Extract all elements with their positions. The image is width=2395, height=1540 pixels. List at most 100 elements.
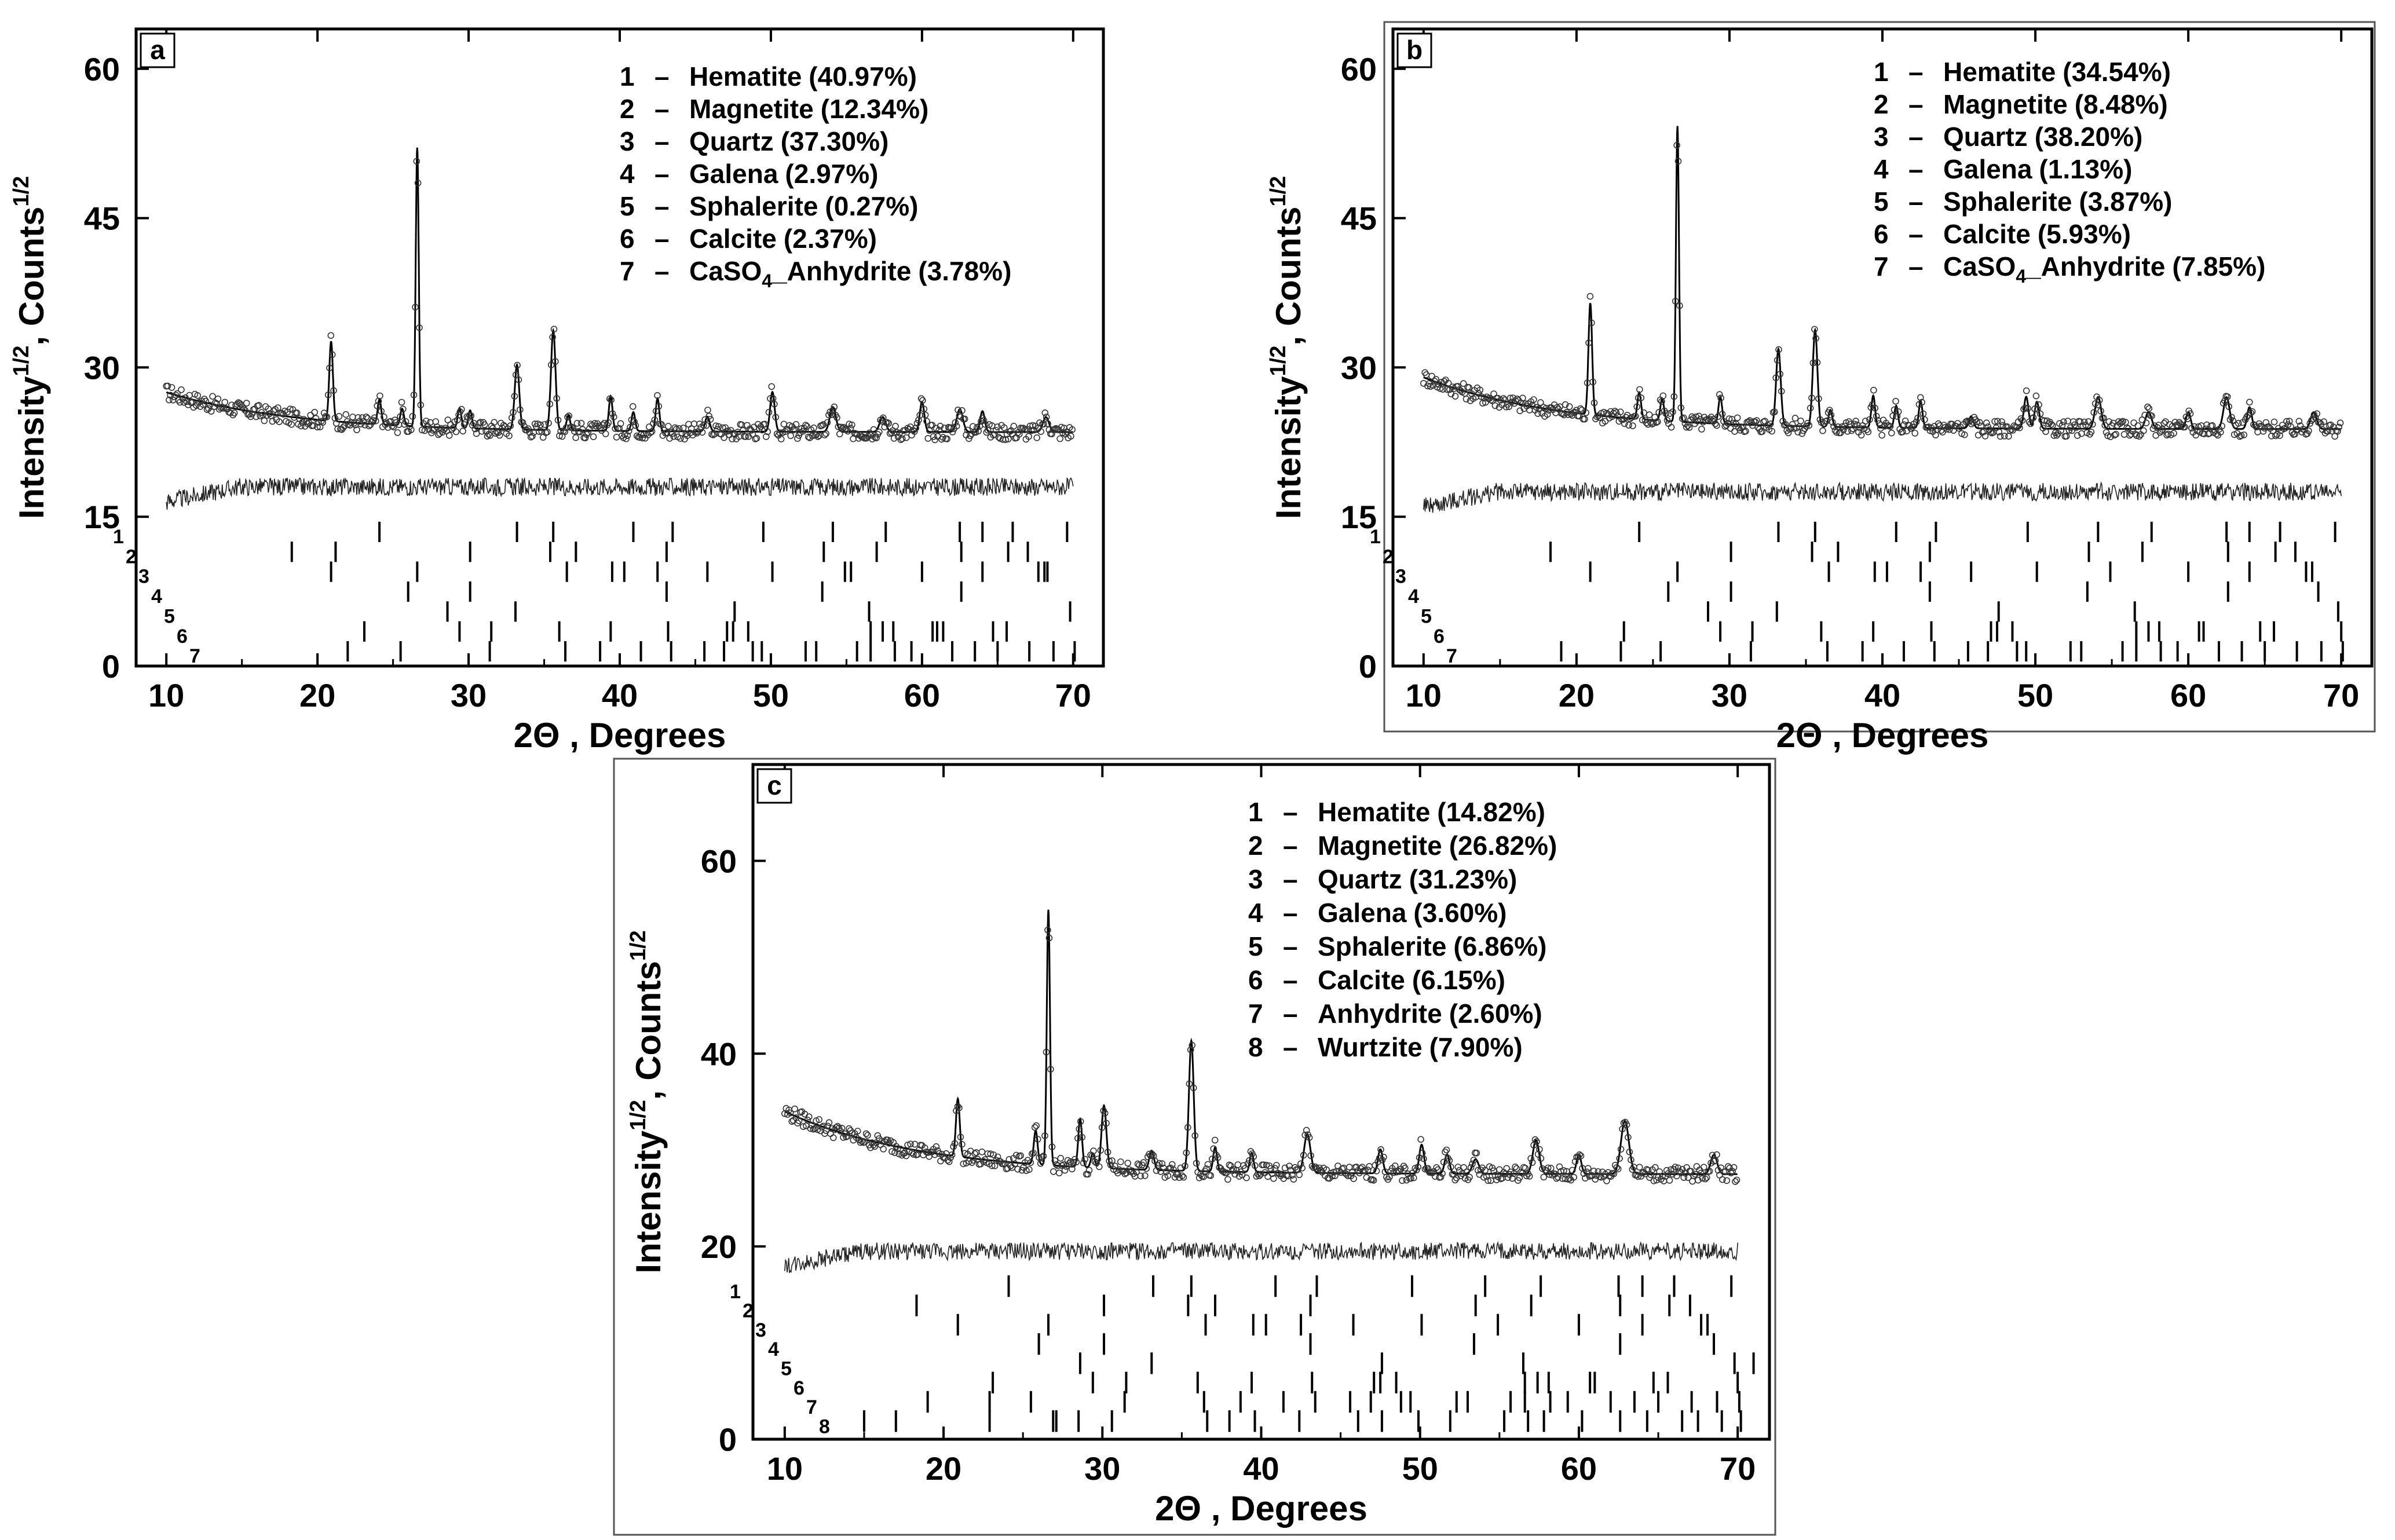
- observed-point: [1648, 420, 1656, 428]
- observed-point: [915, 416, 922, 424]
- x-axis-title: 2Θ , Degrees: [514, 716, 726, 755]
- observed-point: [541, 421, 548, 428]
- observed-point: [1669, 408, 1676, 415]
- observed-point: [1593, 413, 1601, 420]
- observed-point: [1827, 411, 1835, 419]
- observed-point: [1463, 1168, 1470, 1176]
- x-tick-label: 30: [451, 677, 487, 714]
- observed-point: [507, 422, 514, 429]
- observed-point: [2058, 422, 2066, 429]
- legend-percent: (6.86%): [1453, 931, 1546, 961]
- observed-point: [327, 332, 335, 339]
- phase-row-3: 3: [138, 561, 1049, 588]
- observed-point: [1688, 413, 1695, 420]
- observed-point: [1849, 425, 1857, 433]
- observed-point: [2272, 432, 2279, 440]
- observed-point: [2035, 401, 2042, 408]
- observed-point: [364, 415, 371, 422]
- observed-point: [712, 422, 719, 430]
- observed-point: [1323, 1166, 1330, 1173]
- phase-row-number: 5: [781, 1358, 792, 1380]
- observed-point: [1729, 1168, 1736, 1175]
- observed-point: [554, 416, 562, 424]
- observed-point: [1998, 418, 2005, 425]
- observed-point: [209, 393, 216, 400]
- legend-percent: (5.93%): [2038, 219, 2131, 249]
- observed-point: [1296, 1171, 1303, 1179]
- phase-row-number: 1: [113, 526, 124, 548]
- observed-point: [2310, 411, 2318, 418]
- observed-point: [2045, 420, 2052, 427]
- observed-point: [1637, 394, 1645, 401]
- observed-point: [1955, 425, 1963, 432]
- y-axis-title-sup2: 1/2: [9, 176, 34, 207]
- observed-point: [1570, 1173, 1577, 1181]
- observed-point: [1210, 1145, 1217, 1153]
- observed-point: [1577, 1153, 1585, 1159]
- observed-point: [1582, 409, 1589, 416]
- observed-point: [1010, 422, 1018, 430]
- panel-label-box: [140, 32, 175, 68]
- observed-point: [1005, 1156, 1013, 1163]
- observed-point: [1066, 1160, 1073, 1167]
- observed-point: [2063, 433, 2070, 440]
- observed-point: [1864, 428, 1872, 436]
- observed-point: [349, 414, 356, 420]
- legend-dash: –: [1283, 864, 1298, 894]
- phase-row-1: 1: [1370, 521, 2337, 548]
- y-axis-title: Intensity1/2, Counts1/2: [9, 176, 51, 519]
- observed-point: [1813, 359, 1821, 366]
- observed-point: [1629, 422, 1636, 430]
- observed-point: [1271, 1165, 1279, 1172]
- observed-point: [1214, 1154, 1222, 1161]
- legend-dash: –: [1908, 154, 1924, 184]
- legend-number: 4: [1248, 898, 1263, 928]
- observed-point: [1436, 385, 1444, 392]
- legend-dash: –: [1908, 219, 1924, 249]
- observed-point: [858, 1137, 865, 1145]
- phase-row-number: 6: [1434, 625, 1445, 648]
- legend-number: 5: [1248, 931, 1263, 961]
- legend-number: 6: [620, 224, 635, 254]
- observed-point: [2103, 429, 2110, 436]
- observed-point: [678, 429, 685, 437]
- observed-point: [2163, 431, 2170, 439]
- observed-point: [970, 1157, 977, 1164]
- observed-point: [314, 423, 321, 431]
- legend-dash: –: [1283, 898, 1298, 928]
- observed-point: [1509, 1175, 1516, 1182]
- observed-point: [602, 430, 609, 437]
- observed-point: [1991, 418, 1998, 425]
- y-tick-label: 45: [1341, 200, 1377, 237]
- observed-point: [1571, 1158, 1579, 1165]
- legend-number: 2: [1248, 831, 1263, 861]
- observed-point: [880, 1146, 887, 1153]
- observed-point: [1348, 1169, 1356, 1176]
- observed-point: [2100, 414, 2107, 422]
- phase-row-number: 2: [743, 1300, 754, 1322]
- legend-entry: Hematite (40.97%): [689, 61, 917, 92]
- observed-point: [804, 1117, 811, 1124]
- observed-point: [1149, 1150, 1156, 1158]
- observed-point: [335, 413, 343, 420]
- observed-point: [838, 423, 844, 431]
- observed-point: [806, 1113, 813, 1120]
- observed-point: [1734, 414, 1741, 422]
- phase-row-number: 2: [1383, 546, 1394, 568]
- observed-point: [1057, 1155, 1064, 1162]
- observed-point: [2259, 427, 2267, 435]
- y-axis-title: Intensity1/2, Counts1/2: [626, 930, 668, 1273]
- observed-point: [1096, 1163, 1103, 1170]
- observed-point: [1997, 433, 2004, 440]
- observed-point: [1719, 1176, 1726, 1183]
- observed-point: [1437, 1173, 1445, 1181]
- observed-point: [1530, 396, 1537, 403]
- observed-point: [1207, 1172, 1215, 1179]
- observed-point: [1680, 1174, 1687, 1181]
- observed-point: [616, 425, 623, 432]
- observed-point: [1676, 302, 1683, 309]
- x-tick-label: 70: [2323, 677, 2359, 714]
- observed-point: [631, 418, 638, 425]
- legend-dash: –: [1283, 931, 1298, 961]
- observed-point: [1654, 418, 1661, 425]
